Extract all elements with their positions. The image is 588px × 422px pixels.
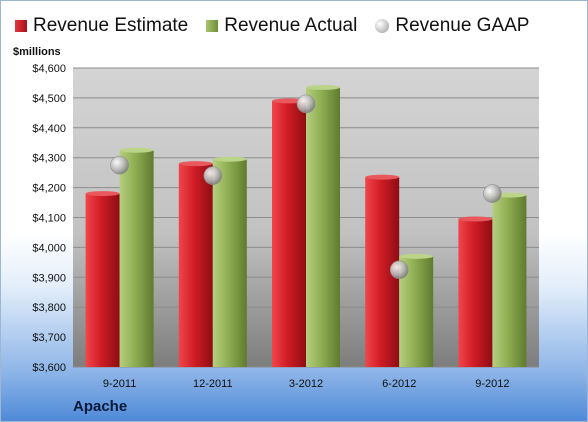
unit-label: $millions [13, 46, 61, 58]
actual-bar [306, 87, 340, 367]
estimate-swatch [15, 20, 27, 32]
legend-item-gaap: Revenue GAAP [375, 15, 529, 37]
y-tick-label: $4,400 [32, 123, 66, 135]
legend-item-actual: Revenue Actual [206, 15, 357, 37]
estimate-bar [458, 218, 493, 367]
estimate-bar-cap [365, 174, 400, 180]
gaap-marker [483, 184, 502, 203]
gaap-marker [296, 94, 316, 114]
estimate-bar-cap [458, 216, 493, 222]
y-tick-labels: $3,600 $3,700 $3,800 $3,900 $4,000 $4,100 $4,2… [32, 63, 66, 374]
x-tick-label: 9-2011 [103, 378, 136, 390]
y-tick-label: $3,700 [32, 332, 66, 344]
actual-swatch [206, 20, 219, 32]
x-tick-label: 12-2011 [193, 378, 233, 390]
gaap-swatch [375, 19, 390, 33]
x-tick-label: 9-2012 [475, 378, 509, 390]
actual-bar [212, 159, 247, 367]
gaap-marker [203, 166, 223, 185]
y-tick-label: $4,500 [32, 93, 66, 105]
actual-bar-cap [212, 156, 247, 162]
actual-bar [492, 195, 527, 367]
company-label: Apache [73, 398, 128, 415]
y-tick-label: $4,000 [32, 242, 66, 254]
y-tick-label: $3,800 [32, 302, 66, 314]
gaap-marker [389, 260, 409, 280]
y-tick-label: $4,600 [32, 63, 66, 75]
estimate-bar-cap [85, 191, 120, 197]
actual-bar-cap [306, 84, 340, 90]
y-tick-label: $3,900 [32, 272, 66, 284]
y-tick-label: $4,300 [32, 153, 66, 165]
actual-bar [119, 150, 154, 367]
legend-estimate-label: Revenue Estimate [33, 15, 189, 36]
estimate-bar-cap [178, 161, 213, 167]
y-tick-label: $4,100 [32, 213, 66, 225]
estimate-bar [178, 163, 213, 367]
legend-actual-label: Revenue Actual [224, 15, 358, 36]
y-tick-label: $3,600 [32, 362, 66, 374]
legend-gaap-label: Revenue GAAP [395, 15, 530, 36]
legend: Revenue Estimate Revenue Actual Revenue … [15, 15, 529, 37]
gaap-marker [110, 155, 129, 175]
actual-bar-cap [119, 147, 154, 153]
x-tick-labels: 9-2011 12-2011 3-2012 6-2012 9-2012 [103, 378, 510, 390]
actual-bar-cap [399, 253, 434, 259]
legend-item-estimate: Revenue Estimate [15, 15, 188, 37]
x-tick-label: 6-2012 [382, 378, 416, 390]
estimate-bar [85, 193, 120, 367]
gaap-markers [110, 94, 502, 280]
y-tick-label: $4,200 [32, 183, 66, 195]
estimate-bar [272, 100, 306, 367]
x-tick-label: 3-2012 [289, 378, 323, 390]
